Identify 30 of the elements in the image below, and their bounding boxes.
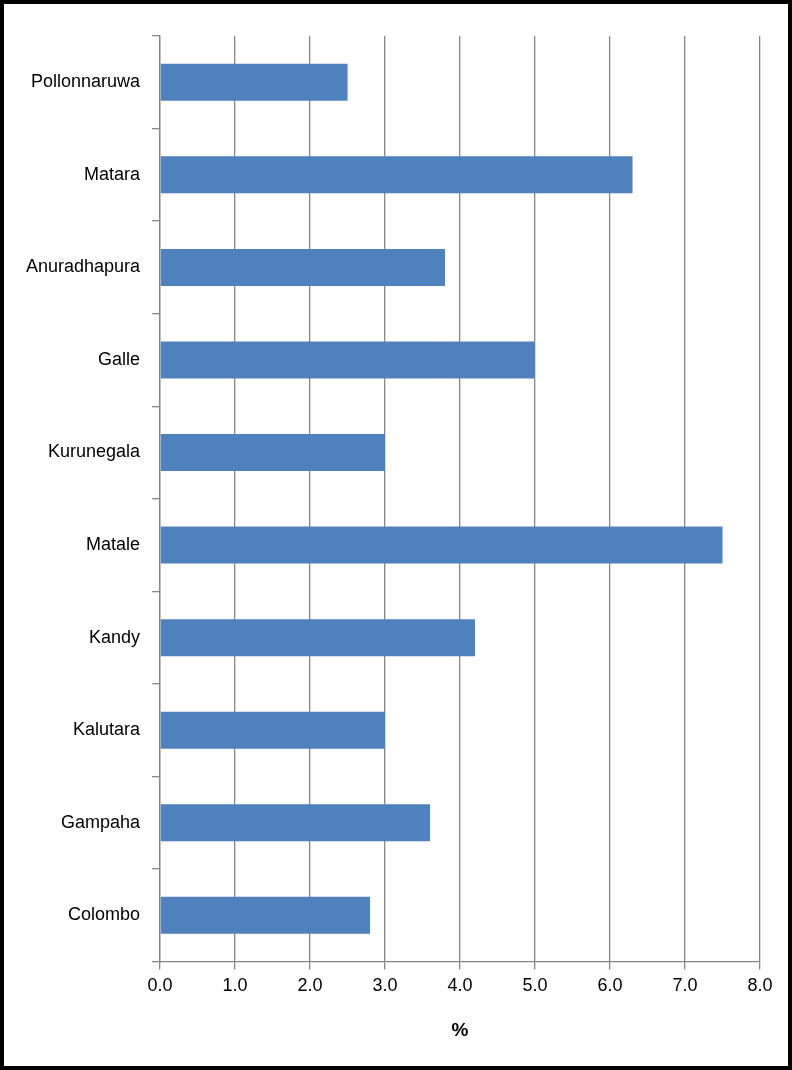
y-tick-label: Kalutara [73, 719, 142, 740]
x-tick-label: 8.0 [747, 975, 773, 996]
y-tick-label: Pollonnaruwa [31, 71, 142, 92]
x-tick-label: 6.0 [597, 975, 623, 996]
bar [160, 619, 476, 657]
x-tick-label: 7.0 [672, 975, 698, 996]
y-tick-label: Gampaha [61, 811, 142, 832]
bar [160, 526, 723, 564]
x-tick-label: 1.0 [222, 975, 248, 996]
x-tick-label: 4.0 [447, 975, 473, 996]
y-tick-label: Matale [86, 534, 141, 555]
y-tick-label: Matara [84, 163, 142, 184]
y-tick-label: Kandy [89, 626, 141, 647]
bar [160, 341, 536, 379]
y-tick-label: Anuradhapura [26, 256, 142, 277]
bar [160, 63, 348, 101]
bar [160, 156, 633, 194]
bar [160, 896, 371, 934]
x-axis-title: % [451, 1018, 469, 1040]
y-tick-label: Colombo [68, 904, 141, 925]
x-tick-label: 3.0 [372, 975, 398, 996]
y-tick-label: Kurunegala [48, 441, 142, 462]
bar [160, 434, 386, 472]
x-tick-label: 2.0 [297, 975, 323, 996]
bar [160, 804, 431, 842]
y-tick-label: Galle [98, 348, 141, 369]
bar [160, 711, 386, 749]
x-tick-label: 0.0 [147, 975, 173, 996]
bar [160, 248, 446, 286]
x-tick-label: 5.0 [522, 975, 548, 996]
